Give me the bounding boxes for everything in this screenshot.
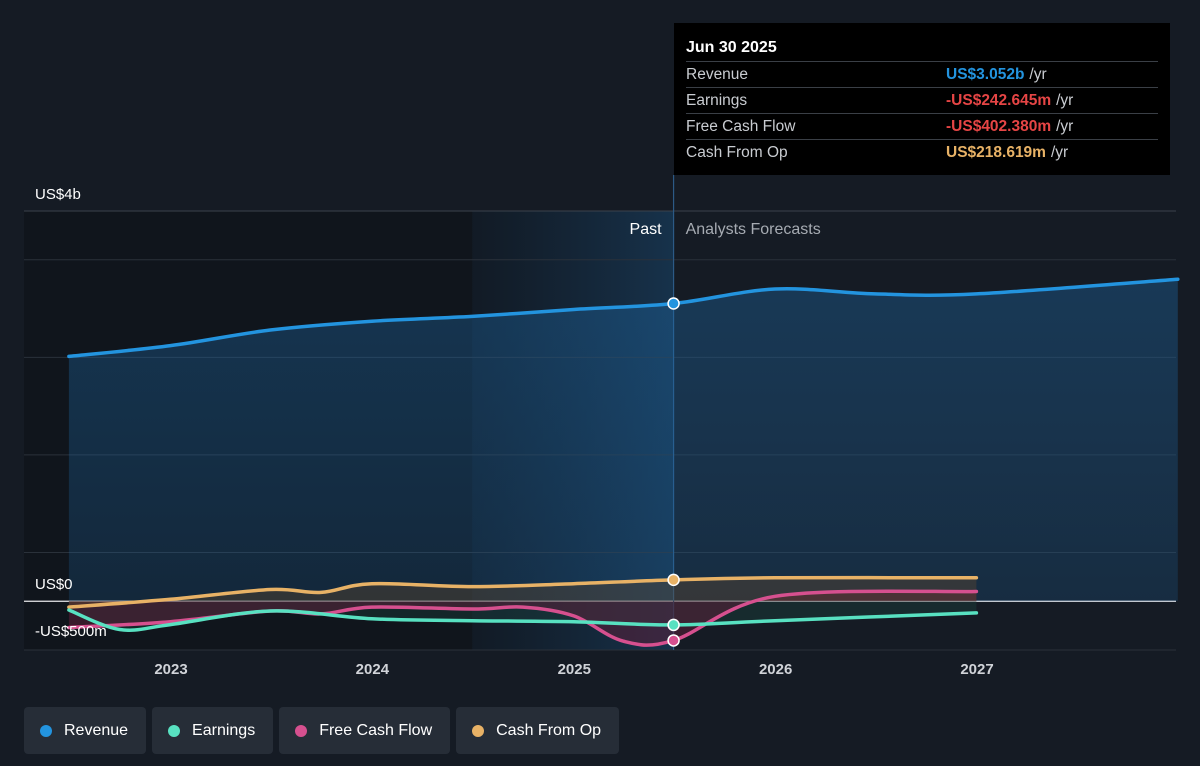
tooltip-date: Jun 30 2025 bbox=[686, 39, 777, 56]
tooltip-label: Revenue bbox=[686, 66, 749, 83]
forecast-label: Analysts Forecasts bbox=[686, 221, 821, 238]
tooltip-unit: /yr bbox=[1056, 92, 1074, 109]
tooltip-row-earnings: Earnings -US$242.645m /yr bbox=[686, 87, 1158, 113]
tooltip-label: Free Cash Flow bbox=[686, 118, 796, 135]
legend-label: Cash From Op bbox=[496, 721, 602, 739]
tooltip-value: -US$402.380m bbox=[946, 118, 1052, 135]
legend-dot-icon bbox=[168, 724, 181, 737]
x-tick-label: 2025 bbox=[558, 661, 591, 678]
revenue-line bbox=[67, 277, 1180, 359]
x-tick-label: 2024 bbox=[356, 661, 390, 678]
tooltip-row-free-cash-flow: Free Cash Flow -US$402.380m /yr bbox=[686, 113, 1158, 139]
y-axis-label: US$4b bbox=[35, 186, 81, 203]
legend-label: Free Cash Flow bbox=[319, 721, 433, 739]
tooltip-unit: /yr bbox=[1029, 66, 1047, 83]
y-axis-label: US$0 bbox=[35, 576, 73, 593]
tooltip-value: US$3.052b bbox=[946, 66, 1025, 83]
legend-dot-icon bbox=[40, 724, 52, 737]
cash-from-op-marker bbox=[667, 573, 680, 587]
legend-item-earnings[interactable]: Earnings bbox=[152, 707, 274, 754]
legend-dot-icon bbox=[472, 724, 485, 737]
tooltip-value: -US$242.645m bbox=[946, 92, 1052, 109]
revenue-area bbox=[68, 279, 1178, 602]
tooltip-label: Cash From Op bbox=[686, 144, 788, 161]
past-label: Past bbox=[630, 221, 663, 238]
legend-item-cash-from-op[interactable]: Cash From Op bbox=[456, 707, 620, 754]
x-tick-label: 2026 bbox=[759, 661, 792, 678]
legend: Revenue Earnings Free Cash Flow Cash Fro… bbox=[24, 707, 620, 754]
tooltip-row-revenue: Revenue US$3.052b /yr bbox=[686, 61, 1158, 87]
tooltip-unit: /yr bbox=[1056, 118, 1074, 135]
tooltip-row-cash-from-op: Cash From Op US$218.619m /yr bbox=[686, 139, 1158, 165]
tooltip-panel: Jun 30 2025 Revenue US$3.052b /yr Earnin… bbox=[674, 23, 1170, 175]
legend-item-free-cash-flow[interactable]: Free Cash Flow bbox=[279, 707, 451, 754]
cash-from-op-area bbox=[68, 577, 977, 608]
legend-item-revenue[interactable]: Revenue bbox=[24, 707, 147, 754]
earnings-line bbox=[67, 608, 979, 632]
cash-from-op-line bbox=[67, 575, 979, 609]
free-cash-flow-marker bbox=[667, 634, 680, 647]
x-tick-label: 2023 bbox=[154, 661, 187, 678]
earnings-marker bbox=[667, 618, 680, 632]
tooltip-label: Earnings bbox=[686, 92, 748, 109]
revenue-marker bbox=[667, 297, 680, 310]
legend-dot-icon bbox=[295, 724, 308, 737]
tooltip-unit: /yr bbox=[1050, 144, 1069, 161]
tooltip-value: US$218.619m bbox=[946, 144, 1046, 161]
legend-label: Revenue bbox=[64, 721, 129, 739]
free-cash-flow-area bbox=[68, 591, 977, 646]
legend-label: Earnings bbox=[192, 721, 256, 739]
x-tick-label: 2027 bbox=[960, 661, 993, 678]
y-axis-label: -US$500m bbox=[35, 623, 107, 640]
